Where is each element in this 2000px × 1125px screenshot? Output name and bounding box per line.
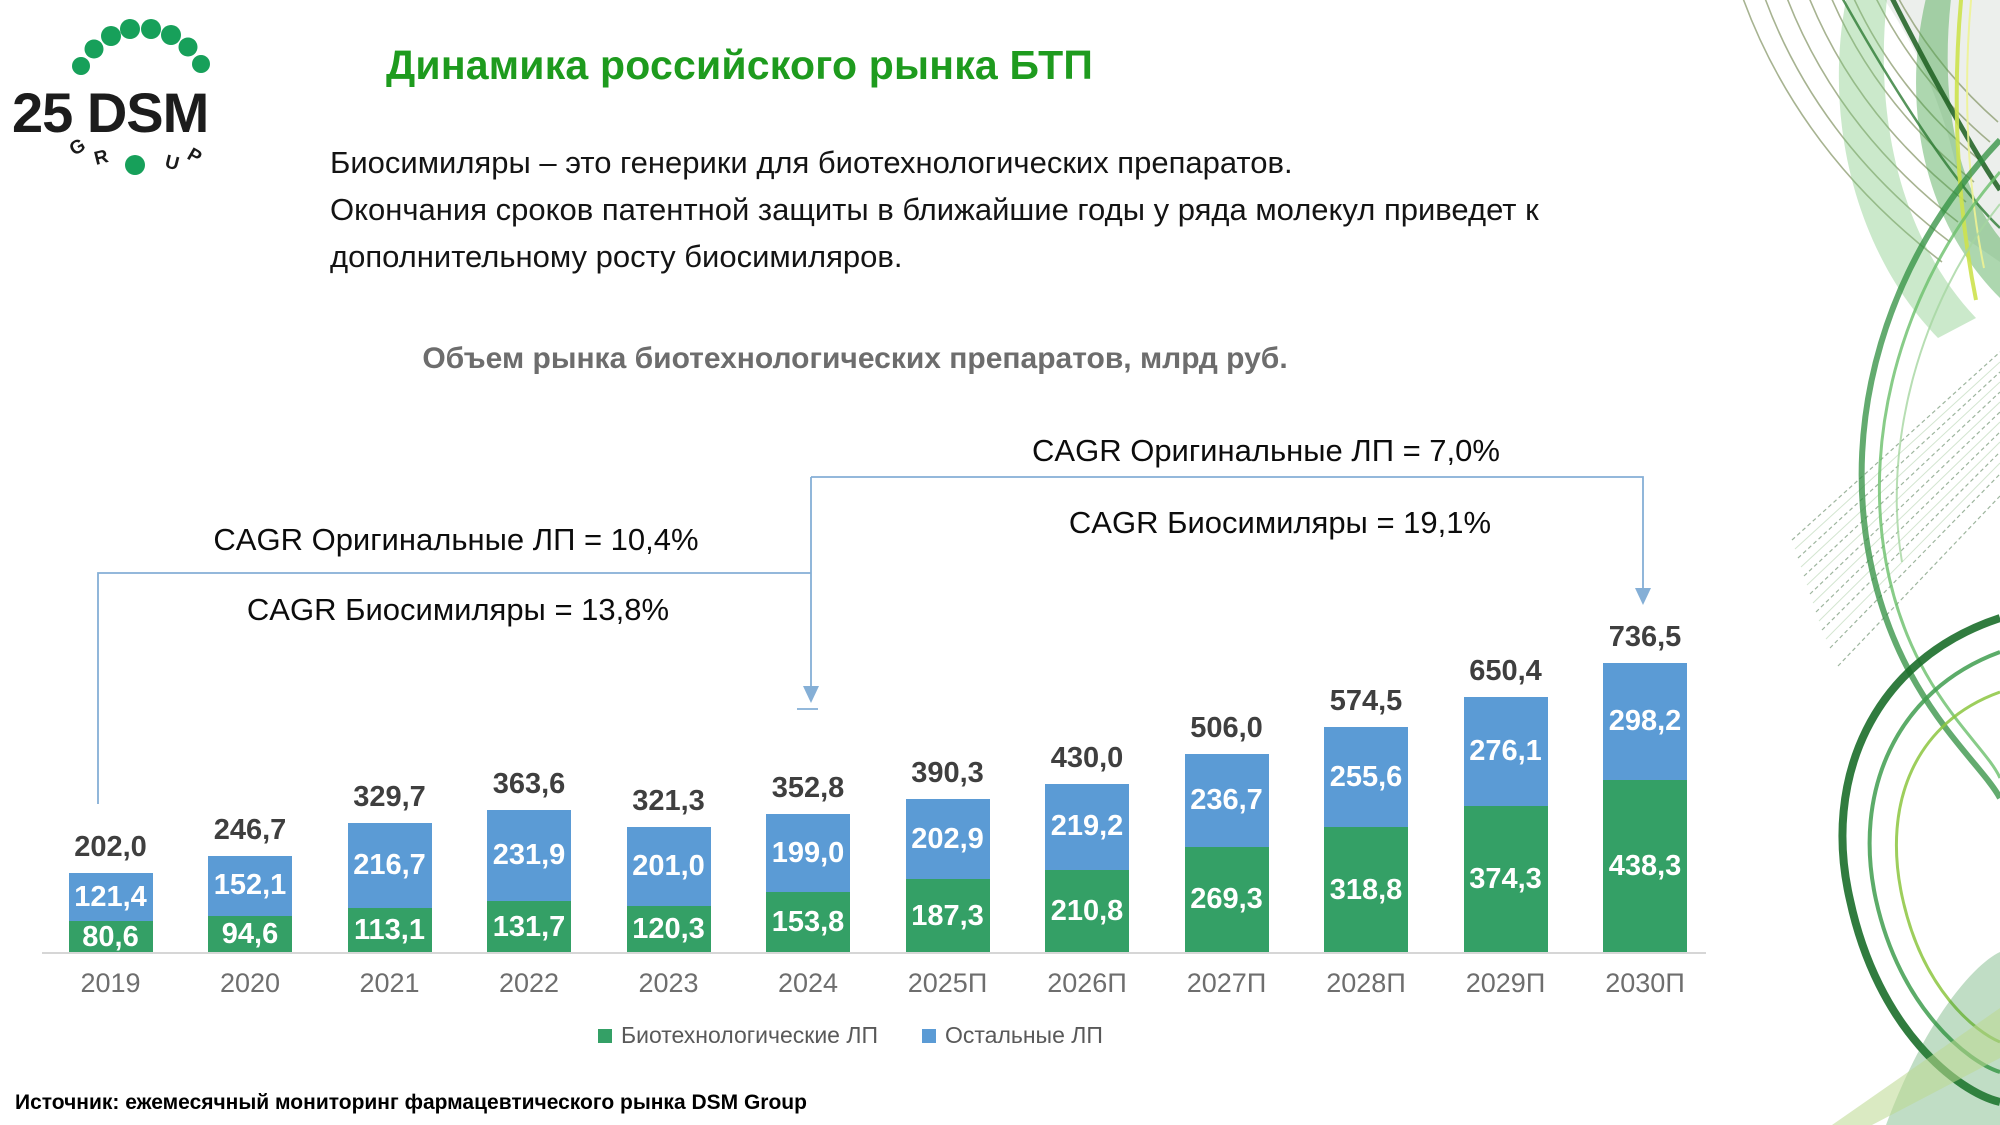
bar-segment-biotech: 80,6 bbox=[68, 921, 153, 953]
bar-segment-biotech: 187,3 bbox=[905, 879, 990, 953]
intro-line: Окончания сроков патентной защиты в ближ… bbox=[330, 192, 1539, 227]
bar-segment-other: 219,2 bbox=[1045, 783, 1129, 870]
logo-letter-u: U bbox=[163, 151, 181, 175]
logo-wordmark: 25 DSM bbox=[12, 81, 208, 144]
bar-segment-biotech: 269,3 bbox=[1184, 846, 1269, 953]
bar-total-label: 363,6 bbox=[492, 767, 566, 800]
bar-segment-other: 216,7 bbox=[347, 823, 432, 909]
x-axis-label: 2027П bbox=[1186, 968, 1267, 998]
bar-total-label: 574,5 bbox=[1329, 684, 1403, 717]
bar-segment-biotech: 374,3 bbox=[1463, 805, 1548, 953]
x-axis-label: 2026П bbox=[1047, 968, 1127, 998]
bar-segment-other: 152,1 bbox=[208, 855, 292, 916]
bar-segment-other: 298,2 bbox=[1603, 663, 1687, 781]
logo-letter-g: G bbox=[66, 135, 89, 161]
x-axis-label: 2030П bbox=[1605, 968, 1685, 998]
x-axis-label: 2024 bbox=[777, 968, 839, 998]
x-axis-line bbox=[42, 952, 1706, 954]
bar-segment-other: 276,1 bbox=[1463, 696, 1548, 806]
x-axis-label: 2023 bbox=[638, 968, 699, 998]
bar-segment-other: 201,0 bbox=[626, 826, 711, 906]
bar-segment-biotech: 153,8 bbox=[766, 892, 850, 953]
bar-total-label: 321,3 bbox=[632, 784, 705, 817]
cagr-annotation-history-originals: CAGR Оригинальные ЛП = 10,4% bbox=[213, 522, 699, 557]
intro-paragraph: Биосимиляры – это генерики для биотехнол… bbox=[330, 139, 1720, 280]
x-axis-label: 2020 bbox=[219, 968, 281, 998]
x-axis-label: 2029П bbox=[1465, 968, 1546, 998]
bar-segment-biotech: 131,7 bbox=[487, 901, 571, 953]
bar-total-label: 246,7 bbox=[213, 813, 287, 846]
x-axis-label: 2019 bbox=[80, 968, 141, 998]
dsm-group-logo: 25 DSM G R U P bbox=[12, 19, 210, 175]
bar-segment-other: 199,0 bbox=[766, 814, 850, 893]
chart-title: Объем рынка биотехнологических препарато… bbox=[422, 342, 1288, 375]
bar-segment-biotech: 94,6 bbox=[208, 915, 292, 953]
x-axis-label: 2028П bbox=[1326, 968, 1406, 998]
bar-total-label: 390,3 bbox=[911, 757, 984, 790]
source-note: Источник: ежемесячный мониторинг фармаце… bbox=[15, 1091, 807, 1114]
cagr-annotation-history-biosimilars: CAGR Биосимиляры = 13,8% bbox=[246, 592, 670, 627]
bar-segment-biotech: 318,8 bbox=[1324, 827, 1408, 953]
bar-segment-biotech: 210,8 bbox=[1045, 870, 1129, 953]
bar-segment-other: 231,9 bbox=[487, 809, 571, 902]
green-legend-swatch-icon bbox=[598, 1028, 612, 1043]
bar-total-label: 202,0 bbox=[74, 831, 147, 864]
x-axis-label: 2022 bbox=[498, 968, 560, 998]
bar-total-label: 650,4 bbox=[1469, 654, 1542, 687]
page-title: Динамика российского рынка БТП bbox=[386, 42, 1094, 88]
chart-legend: Биотехнологические ЛП Остальные ЛП bbox=[598, 1022, 1103, 1049]
down-arrow-icon bbox=[1635, 588, 1651, 605]
legend-item-biotech: Биотехнологические ЛП bbox=[598, 1022, 878, 1049]
down-arrow-icon bbox=[803, 686, 819, 703]
x-axis-label: 2021 bbox=[359, 968, 420, 998]
legend-label: Остальные ЛП bbox=[944, 1022, 1103, 1048]
blue-legend-swatch-icon bbox=[921, 1028, 936, 1043]
legend-item-other: Остальные ЛП bbox=[921, 1022, 1103, 1049]
logo-o-dot-icon bbox=[125, 155, 145, 175]
bar-segment-other: 121,4 bbox=[68, 873, 153, 922]
bar-segment-other: 255,6 bbox=[1324, 726, 1408, 828]
logo-letter-p: P bbox=[184, 144, 206, 169]
bar-segment-biotech: 113,1 bbox=[347, 908, 432, 953]
bar-segment-other: 236,7 bbox=[1184, 753, 1269, 847]
bar-total-label: 352,8 bbox=[771, 772, 845, 805]
intro-line: дополнительному росту биосимиляров. bbox=[330, 239, 903, 274]
logo-letter-r: R bbox=[92, 146, 111, 170]
bar-total-label: 329,7 bbox=[353, 781, 426, 814]
x-axis-label: 2025П bbox=[907, 968, 988, 998]
legend-label: Биотехнологические ЛП bbox=[621, 1022, 878, 1048]
cagr-annotation-forecast-originals: CAGR Оригинальные ЛП = 7,0% bbox=[1032, 433, 1500, 468]
logo-dots-arc-icon bbox=[72, 19, 210, 75]
bar-segment-other: 202,9 bbox=[905, 799, 990, 880]
bar-segment-biotech: 438,3 bbox=[1603, 780, 1687, 953]
bar-total-label: 430,0 bbox=[1050, 741, 1124, 774]
bar-total-label: 736,5 bbox=[1608, 621, 1682, 654]
bar-segment-biotech: 120,3 bbox=[626, 905, 711, 953]
decorative-swirl-graphic bbox=[1742, 0, 2000, 1125]
cagr-annotation-forecast-biosimilars: CAGR Биосимиляры = 19,1% bbox=[1068, 505, 1492, 540]
bar-total-label: 506,0 bbox=[1190, 711, 1263, 744]
intro-line: Биосимиляры – это генерики для биотехнол… bbox=[330, 145, 1293, 180]
